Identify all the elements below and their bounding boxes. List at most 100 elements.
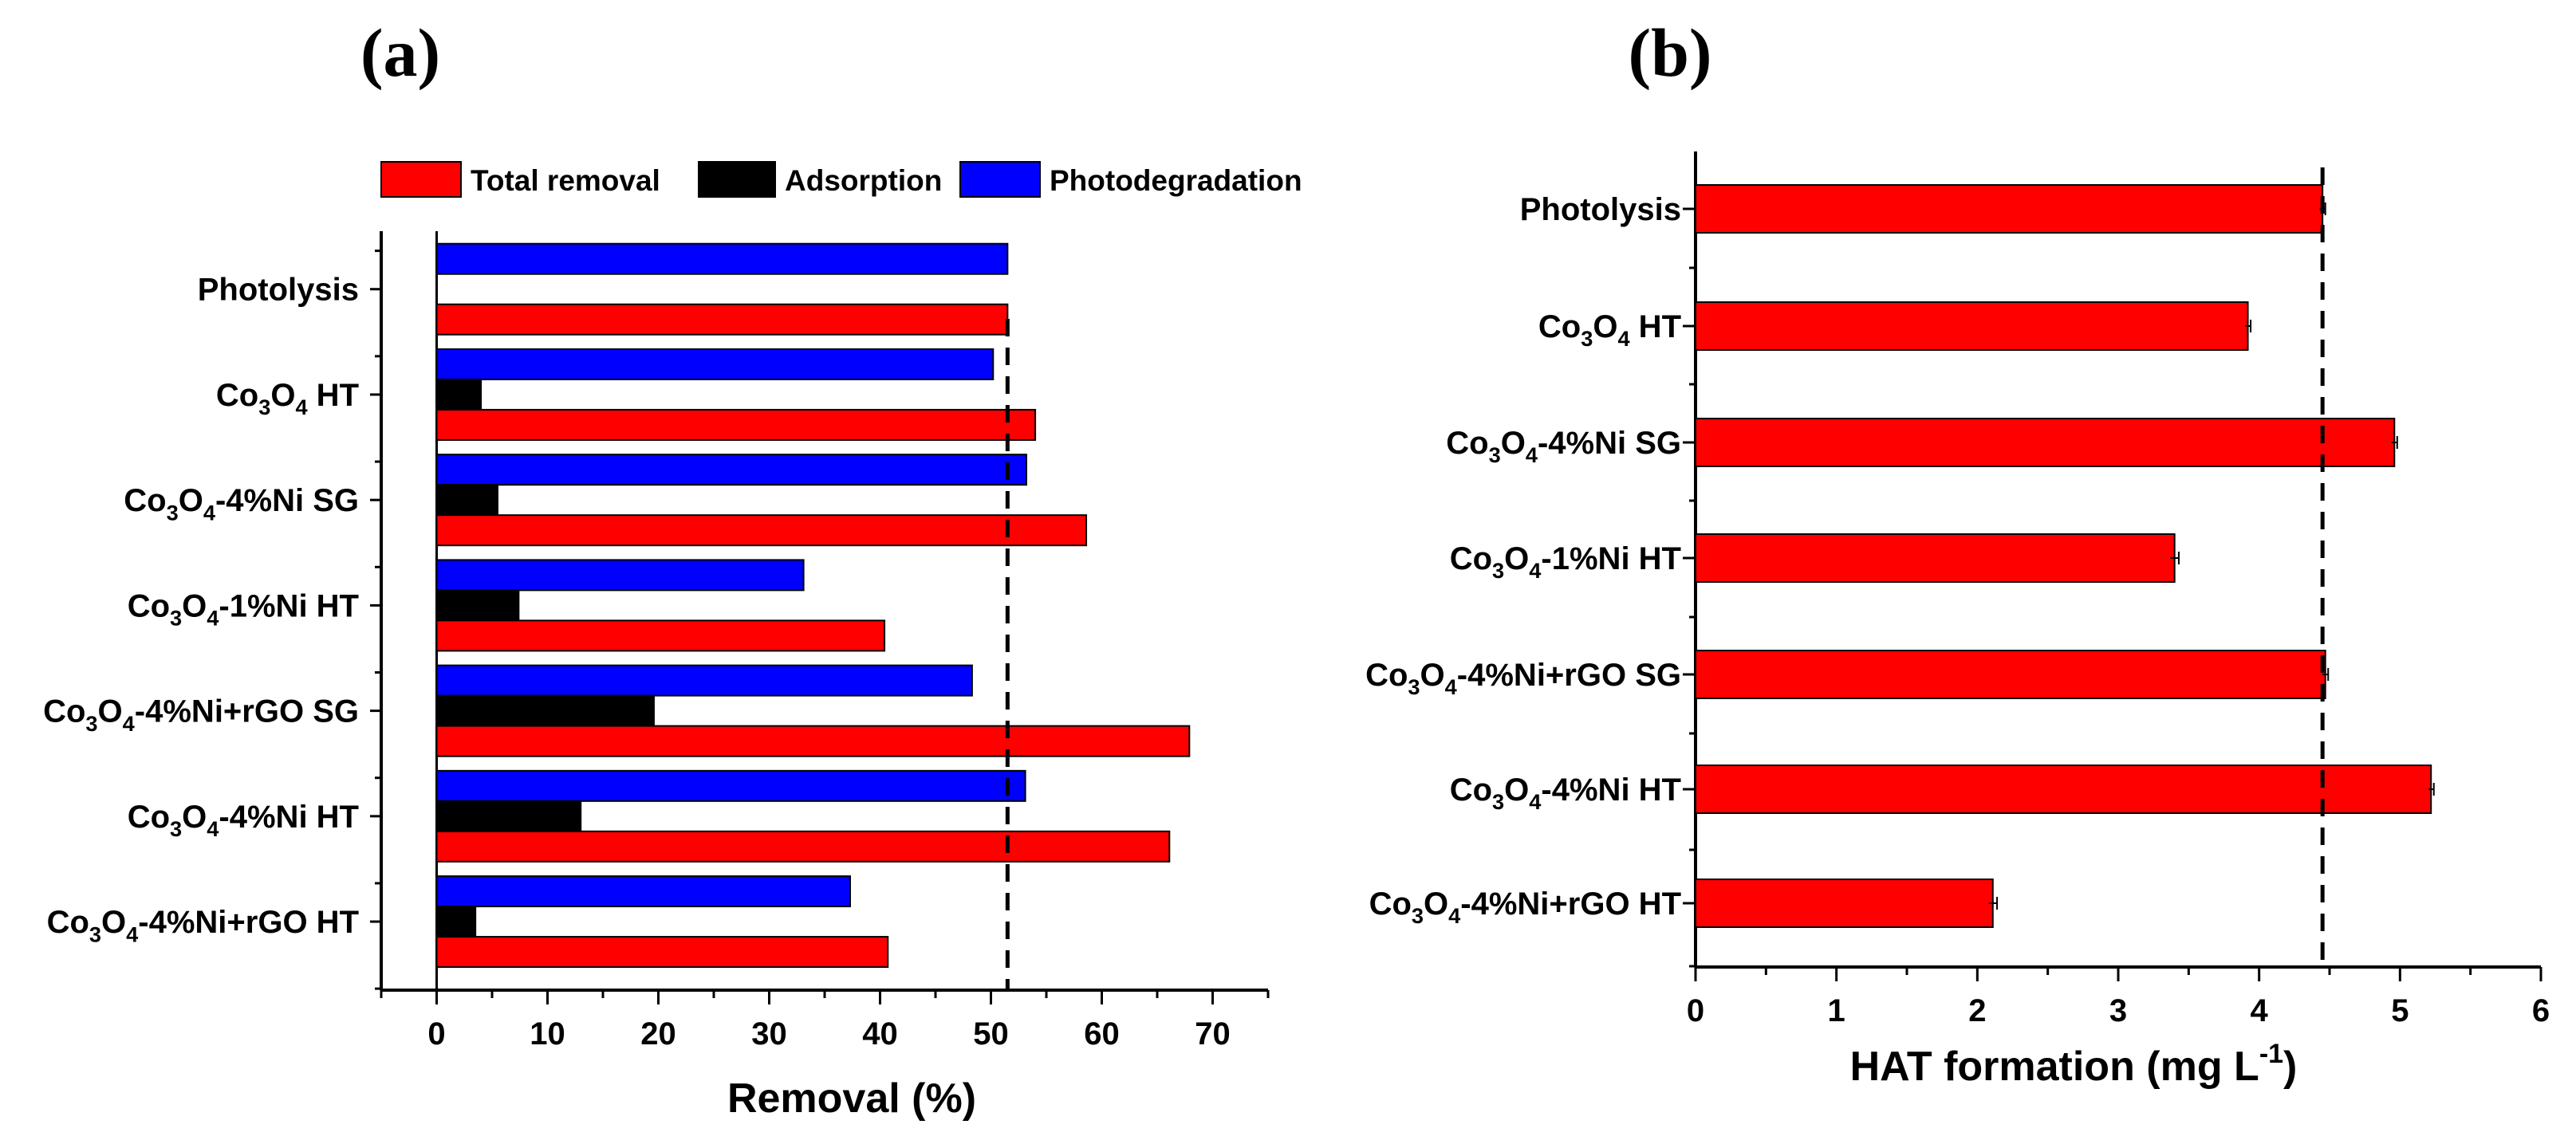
category-label-part: -4%Ni+rGO SG bbox=[1457, 658, 1681, 693]
category-label-part: Co bbox=[216, 378, 258, 413]
category-label-part: 4 bbox=[1448, 903, 1460, 928]
bar-total-removal bbox=[435, 725, 1191, 757]
bar-total-removal bbox=[435, 514, 1088, 547]
legend-swatch bbox=[380, 161, 462, 198]
category-label: Co3O4-4%Ni SG bbox=[124, 483, 359, 525]
category-label: Photolysis bbox=[198, 273, 359, 308]
bar-photodegradation bbox=[435, 348, 995, 380]
panel-b-label: (b) bbox=[1628, 14, 1711, 91]
category-label-part: 4 bbox=[123, 711, 135, 736]
legend-label: Photodegradation bbox=[1050, 164, 1302, 197]
category-label-part: 3 bbox=[89, 922, 101, 946]
category-label-part: 4 bbox=[1529, 558, 1541, 583]
category-label-part: 3 bbox=[170, 606, 182, 631]
category-label: Co3O4 HT bbox=[1538, 309, 1681, 351]
category-label-part: HT bbox=[308, 378, 359, 413]
category-label-part: O bbox=[1424, 886, 1448, 922]
legend-swatch bbox=[959, 161, 1041, 198]
bar-hat-formation bbox=[1695, 879, 1994, 928]
category-label-part: O bbox=[1501, 426, 1526, 461]
category-label-part: Co bbox=[128, 800, 170, 835]
bar-hat-formation bbox=[1695, 533, 2176, 583]
category-label: Co3O4-4%Ni+rGO HT bbox=[1369, 886, 1681, 928]
category-label-part: 4 bbox=[207, 606, 219, 631]
x-tick-label: 2 bbox=[1968, 993, 1986, 1028]
x-tick-label: 10 bbox=[530, 1016, 565, 1052]
category-label-part: 4 bbox=[207, 816, 219, 841]
category-label: Co3O4-1%Ni HT bbox=[128, 588, 359, 630]
bar-total-removal bbox=[435, 830, 1171, 863]
x-axis-title: Removal (%) bbox=[727, 1075, 976, 1122]
category-label: Co3O4-4%Ni+rGO SG bbox=[43, 694, 359, 736]
category-label-part: 4 bbox=[295, 395, 307, 419]
category-label-part: 3 bbox=[85, 711, 97, 736]
x-tick-label: 0 bbox=[1687, 993, 1704, 1028]
category-label-part: 4 bbox=[126, 922, 138, 946]
bar-hat-formation bbox=[1695, 418, 2396, 467]
x-tick-label: 30 bbox=[751, 1016, 787, 1052]
category-label-part: -4%Ni+rGO HT bbox=[138, 905, 359, 940]
x-axis-title: HAT formation (mg L-1) bbox=[1850, 1039, 2298, 1090]
category-label-part: O bbox=[182, 588, 207, 623]
category-label-part: O bbox=[98, 694, 123, 729]
category-label: Co3O4-4%Ni SG bbox=[1446, 426, 1681, 467]
x-tick-label: 4 bbox=[2251, 993, 2269, 1028]
category-label-part: 4 bbox=[1526, 442, 1538, 467]
bar-total-removal bbox=[435, 303, 1009, 336]
bar-photodegradation bbox=[435, 454, 1027, 486]
category-label: Co3O4-4%Ni HT bbox=[128, 800, 359, 841]
category-label-part: -4%Ni SG bbox=[1538, 426, 1681, 461]
category-label-part: 4 bbox=[1445, 674, 1457, 699]
x-tick-label: 3 bbox=[2109, 993, 2127, 1028]
category-label-part: Co bbox=[128, 588, 170, 623]
bar-hat-formation bbox=[1695, 184, 2324, 234]
bar-hat-formation bbox=[1695, 765, 2432, 814]
legend-swatch bbox=[698, 161, 776, 198]
x-axis-title-main: HAT formation (mg L bbox=[1850, 1044, 2259, 1090]
x-axis-title-end: ) bbox=[2283, 1044, 2297, 1090]
category-label-part: -1%Ni HT bbox=[1541, 541, 1681, 576]
category-label-part: -4%Ni HT bbox=[1541, 772, 1681, 808]
bar-total-removal bbox=[435, 936, 889, 969]
category-label-part: O bbox=[101, 905, 126, 940]
category-label-part: 3 bbox=[170, 816, 182, 841]
category-label: Co3O4-4%Ni+rGO HT bbox=[47, 905, 359, 946]
category-label-part: 3 bbox=[167, 500, 179, 525]
category-label-part: -4%Ni+rGO HT bbox=[1460, 886, 1681, 922]
legend-label: Total removal bbox=[471, 164, 660, 197]
category-label-part: HT bbox=[1630, 309, 1681, 344]
category-label: Co3O4 HT bbox=[216, 378, 359, 419]
x-tick-label: 70 bbox=[1195, 1016, 1231, 1052]
x-tick-label: 0 bbox=[427, 1016, 445, 1052]
category-label-part: 3 bbox=[1489, 442, 1501, 467]
category-label-part: O bbox=[182, 800, 207, 835]
bar-adsorption bbox=[435, 800, 582, 832]
bar-adsorption bbox=[435, 906, 477, 938]
category-label-part: -4%Ni+rGO SG bbox=[135, 694, 359, 729]
category-label-part: O bbox=[179, 483, 203, 518]
x-tick-label: 60 bbox=[1084, 1016, 1120, 1052]
category-label-part: Co bbox=[47, 905, 89, 940]
category-label: Photolysis bbox=[1520, 192, 1681, 227]
legend-label: Adsorption bbox=[785, 164, 942, 197]
category-label-part: 3 bbox=[1408, 674, 1420, 699]
bar-photodegradation bbox=[435, 875, 851, 908]
bar-hat-formation bbox=[1695, 301, 2249, 351]
category-label-part: 3 bbox=[1492, 789, 1504, 814]
x-tick-label: 1 bbox=[1828, 993, 1845, 1028]
category-label-part: Co bbox=[1369, 886, 1412, 922]
category-label-part: Co bbox=[1446, 426, 1488, 461]
category-label-part: O bbox=[270, 378, 295, 413]
category-label-part: O bbox=[1504, 541, 1529, 576]
bar-photodegradation bbox=[435, 242, 1009, 275]
category-label-part: -4%Ni HT bbox=[219, 800, 359, 835]
category-label: Co3O4-4%Ni HT bbox=[1450, 772, 1681, 814]
bar-total-removal bbox=[435, 619, 886, 652]
x-tick-label: 40 bbox=[862, 1016, 898, 1052]
bar-photodegradation bbox=[435, 769, 1026, 802]
category-label-part: Co bbox=[1450, 541, 1492, 576]
bar-adsorption bbox=[435, 484, 498, 517]
